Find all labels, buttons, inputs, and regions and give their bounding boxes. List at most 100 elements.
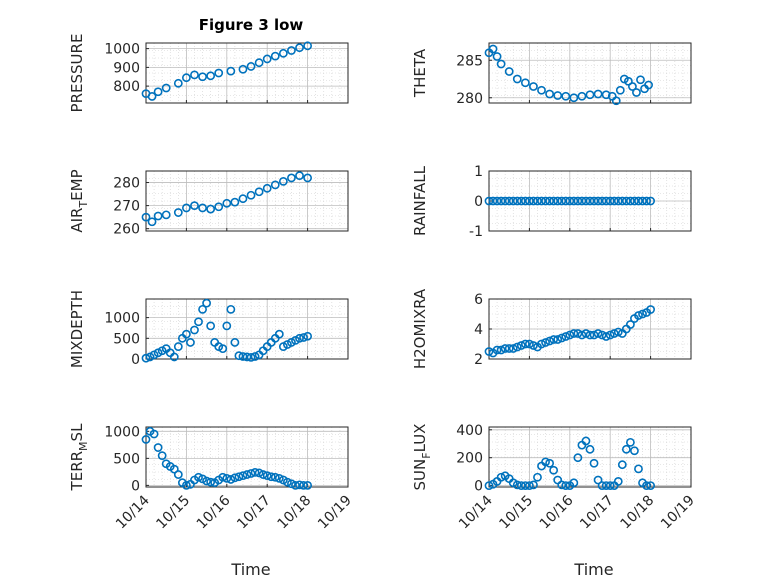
data-point — [549, 465, 559, 475]
data-point — [194, 472, 203, 482]
data-point — [593, 329, 603, 338]
data-point — [581, 329, 591, 338]
data-point — [626, 196, 635, 206]
data-point — [609, 329, 619, 338]
data-point — [141, 212, 151, 222]
data-point — [545, 196, 554, 206]
y-axis-label-main: AIR — [68, 208, 86, 233]
y-tick-label: 800 — [113, 79, 140, 95]
y-tick-label: 280 — [113, 176, 140, 192]
data-point — [274, 473, 284, 483]
data-point — [537, 339, 546, 349]
data-point — [254, 58, 264, 68]
data-point — [553, 335, 563, 344]
data-point — [214, 68, 224, 78]
data-point — [601, 332, 611, 341]
data-point — [303, 41, 312, 51]
data-point — [512, 480, 522, 490]
y-tick-label: 0 — [474, 194, 483, 210]
data-point — [153, 87, 163, 97]
data-point — [569, 478, 579, 488]
data-point — [557, 480, 567, 490]
data-point — [169, 464, 179, 474]
data-point — [222, 198, 232, 208]
data-point — [496, 472, 506, 482]
y-tick-label: 285 — [456, 53, 483, 69]
x-tick-label: 10/19 — [315, 493, 355, 533]
data-point — [173, 208, 183, 217]
y-axis-label-rest: EMP — [68, 169, 86, 200]
data-point — [492, 196, 502, 206]
data-point — [512, 74, 522, 84]
data-point — [541, 338, 550, 347]
data-point — [516, 341, 526, 350]
data-point — [218, 472, 228, 482]
data-point — [589, 458, 599, 468]
data-point — [577, 330, 587, 340]
x-axis-label-right: Time — [573, 560, 613, 579]
data-point — [520, 481, 530, 491]
data-point — [634, 311, 643, 320]
data-point — [484, 347, 494, 356]
data-point — [557, 333, 567, 343]
data-point — [601, 90, 611, 100]
y-tick-label: 0 — [131, 478, 140, 494]
data-point — [169, 352, 179, 362]
data-point — [488, 44, 498, 54]
data-point — [605, 330, 615, 340]
data-point — [569, 93, 579, 103]
y-tick-label: 2 — [474, 352, 483, 368]
y-axis-label: THETA — [411, 48, 429, 98]
data-point — [605, 481, 615, 491]
data-point — [238, 194, 248, 204]
data-point — [226, 304, 236, 314]
data-point — [642, 481, 651, 491]
data-point — [153, 443, 163, 452]
data-point — [561, 91, 571, 101]
data-point — [230, 338, 240, 347]
y-axis-label-rest: SL — [68, 423, 86, 442]
data-point — [295, 333, 304, 343]
data-point — [291, 480, 300, 490]
data-point — [222, 473, 232, 483]
y-axis-label: TERRMSL — [68, 423, 90, 492]
y-tick-label: 6 — [474, 292, 483, 308]
data-point — [181, 73, 191, 83]
data-point — [611, 96, 621, 106]
data-point — [262, 183, 272, 193]
data-point — [484, 481, 494, 491]
data-point — [573, 453, 583, 463]
data-point — [613, 327, 623, 337]
subplot-pressure: 800 900 1000 PRESSURE — [68, 34, 349, 113]
data-point — [589, 196, 599, 206]
data-point — [238, 64, 248, 74]
data-point — [266, 472, 276, 482]
data-point — [636, 75, 645, 85]
y-axis-label-subscript: F — [420, 452, 433, 458]
data-point — [609, 196, 619, 206]
data-point — [516, 196, 526, 206]
data-point — [295, 43, 304, 53]
data-point — [303, 480, 312, 490]
data-point — [621, 444, 631, 454]
data-point — [617, 196, 627, 206]
data-point — [520, 78, 530, 88]
y-tick-label: 1000 — [104, 311, 140, 327]
data-point — [615, 85, 625, 95]
data-point — [270, 472, 280, 482]
data-point — [504, 67, 514, 76]
data-point — [287, 173, 296, 183]
data-point — [157, 451, 167, 461]
subplot-terr-msl: 0 500 1000 TERRMSL 10/14 10/15 10/16 10/17 10/18… — [68, 423, 355, 532]
data-point — [274, 329, 284, 339]
y-tick-label: 1000 — [104, 424, 140, 440]
data-point — [181, 329, 191, 339]
data-point — [230, 197, 240, 207]
data-point — [282, 477, 292, 487]
data-point — [238, 471, 248, 481]
y-tick-label: 500 — [113, 451, 140, 467]
data-point — [533, 472, 542, 482]
y-axis-label-main: PRESSURE — [68, 34, 86, 113]
x-axis-label-left: Time — [230, 560, 270, 579]
